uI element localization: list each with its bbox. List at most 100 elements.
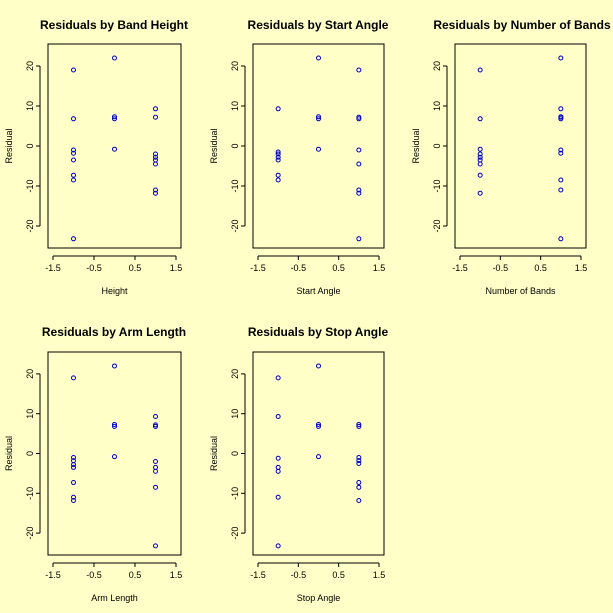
data-point — [71, 480, 76, 486]
x-tick-label: 0.5 — [129, 570, 142, 580]
plot-frame — [252, 351, 385, 556]
data-point — [275, 151, 281, 157]
data-point — [71, 67, 76, 73]
data-point — [71, 177, 76, 183]
x-tick-label: 1.5 — [575, 263, 588, 273]
x-tick-label: 1.5 — [170, 263, 183, 273]
data-point — [356, 161, 362, 167]
x-tick-label: 0.5 — [129, 263, 142, 273]
data-point — [275, 464, 281, 470]
plot-frame — [252, 43, 385, 249]
y-tick-label: 10 — [230, 101, 240, 111]
data-point — [153, 543, 158, 549]
x-axis-label: Height — [101, 286, 128, 296]
x-tick-label: 0.5 — [332, 570, 345, 580]
data-point — [477, 67, 483, 73]
data-point — [112, 116, 117, 122]
data-point — [558, 116, 564, 122]
data-point — [71, 116, 76, 122]
data-point — [356, 147, 362, 153]
data-point — [275, 543, 281, 549]
y-tick-label: 10 — [230, 409, 240, 419]
y-tick-label: 20 — [25, 61, 35, 71]
y-axis-label: Residual — [209, 128, 219, 163]
y-tick-label: 0 — [432, 143, 442, 148]
data-point — [275, 455, 281, 461]
data-point — [477, 151, 483, 157]
data-point — [356, 484, 362, 490]
data-point — [71, 157, 76, 163]
x-tick-label: -1.5 — [45, 263, 61, 273]
scatter-panel: Residuals by Arm Length -1.5 -0.5 0.5 1.5 Arm… — [4, 325, 186, 603]
data-point — [558, 177, 564, 183]
data-point — [275, 172, 281, 178]
data-point — [316, 55, 321, 61]
data-point — [153, 468, 158, 474]
data-point — [316, 363, 321, 369]
data-point — [477, 146, 483, 152]
data-point — [356, 454, 362, 460]
y-tick-label: 0 — [230, 143, 240, 148]
x-tick-label: -0.5 — [86, 570, 102, 580]
data-point — [153, 154, 158, 160]
y-axis-label: Residual — [4, 436, 14, 471]
data-point — [153, 161, 158, 167]
data-point — [71, 172, 76, 178]
y-axis-label: Residual — [209, 436, 219, 471]
data-point — [153, 114, 158, 120]
x-tick-label: 0.5 — [332, 263, 345, 273]
y-tick-label: 20 — [432, 61, 442, 71]
x-axis-label: Arm Length — [91, 593, 138, 603]
data-point — [71, 147, 76, 153]
y-tick-label: -20 — [432, 219, 442, 232]
x-tick-label: -1.5 — [45, 570, 61, 580]
data-point — [558, 150, 564, 156]
x-tick-label: 1.5 — [373, 263, 386, 273]
data-point — [477, 157, 483, 163]
data-point — [275, 149, 281, 155]
data-point — [356, 480, 362, 486]
plot-frame — [47, 43, 182, 249]
x-tick-label: -1.5 — [452, 263, 468, 273]
data-point — [356, 190, 362, 196]
panel-title: Residuals by Stop Angle — [248, 325, 389, 339]
data-point — [112, 421, 117, 427]
y-axis-label: Residual — [4, 128, 14, 163]
data-point — [275, 413, 281, 419]
x-axis-label: Number of Bands — [485, 286, 556, 296]
data-point — [477, 161, 483, 167]
data-point — [71, 150, 76, 156]
y-tick-label: -10 — [230, 487, 240, 500]
data-point — [316, 114, 321, 120]
y-axis-label: Residual — [411, 128, 421, 163]
data-point — [153, 106, 158, 112]
data-point — [275, 177, 281, 183]
y-tick-label: 0 — [25, 451, 35, 456]
data-point — [477, 190, 483, 196]
data-point — [316, 116, 321, 122]
y-tick-label: 0 — [230, 451, 240, 456]
data-point — [153, 458, 158, 464]
data-point — [71, 462, 76, 468]
data-point — [477, 172, 483, 178]
y-tick-label: -10 — [432, 179, 442, 192]
data-point — [356, 114, 362, 120]
data-point — [153, 413, 158, 419]
y-tick-label: -10 — [25, 179, 35, 192]
scatter-panel: Residuals by Band Height -1.5 -0.5 0.5 1.5 He… — [4, 18, 188, 296]
panel-title: Residuals by Arm Length — [42, 325, 186, 339]
data-point — [558, 236, 564, 242]
data-point — [71, 454, 76, 460]
data-point — [477, 116, 483, 122]
data-point — [558, 114, 564, 120]
y-tick-label: 0 — [25, 143, 35, 148]
data-point — [112, 423, 117, 429]
y-tick-label: 20 — [230, 61, 240, 71]
data-point — [275, 494, 281, 500]
panel-title: Residuals by Start Angle — [248, 18, 389, 32]
data-point — [153, 484, 158, 490]
data-point — [71, 464, 76, 470]
data-point — [477, 154, 483, 160]
x-tick-label: 1.5 — [170, 570, 183, 580]
x-tick-label: -1.5 — [250, 263, 266, 273]
